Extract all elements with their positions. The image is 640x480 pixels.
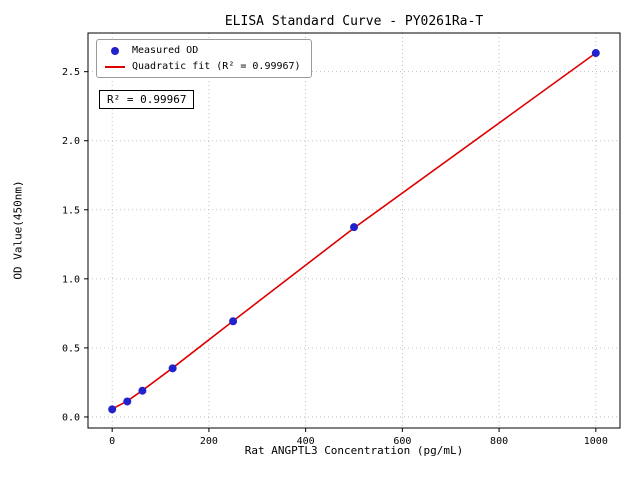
x-axis-label: Rat ANGPTL3 Concentration (pg/mL) <box>244 444 464 457</box>
y-axis-label: OD Value(450nm) <box>11 180 25 280</box>
legend-item-quadratic-fit: Quadratic fit (R² = 0.99967) <box>105 61 301 72</box>
chart-title: ELISA Standard Curve - PY0261Ra-T <box>224 14 484 29</box>
svg-text:1.0: 1.0 <box>62 274 80 285</box>
data-point <box>229 317 238 326</box>
legend-line-marker-icon <box>105 65 125 68</box>
plot-frame <box>87 32 621 429</box>
data-points <box>108 49 600 414</box>
data-point <box>123 397 132 406</box>
svg-text:0.5: 0.5 <box>62 343 80 354</box>
svg-text:1.5: 1.5 <box>62 205 80 216</box>
svg-text:600: 600 <box>393 436 411 447</box>
legend-label-quadratic-fit: Quadratic fit (R² = 0.99967) <box>132 61 301 72</box>
svg-text:1000: 1000 <box>584 436 608 447</box>
data-point <box>168 364 177 373</box>
svg-text:0: 0 <box>109 436 115 447</box>
data-point <box>138 386 147 395</box>
legend-label-measured-od: Measured OD <box>132 45 199 56</box>
y-tick-labels: 0.0 0.5 1.0 1.5 2.0 2.5 <box>62 67 80 423</box>
svg-text:0.0: 0.0 <box>62 412 80 423</box>
svg-text:2.0: 2.0 <box>62 136 80 147</box>
svg-text:800: 800 <box>490 436 508 447</box>
x-tick-labels: 0 200 400 600 800 1000 <box>109 436 608 447</box>
legend-dot-marker-icon <box>111 46 119 55</box>
axis-ticks <box>84 71 597 432</box>
svg-text:2.5: 2.5 <box>62 67 80 78</box>
data-point <box>108 405 117 414</box>
legend: Measured OD Quadratic fit (R² = 0.99967) <box>96 39 312 78</box>
svg-text:400: 400 <box>297 436 315 447</box>
r-squared-annotation: R² = 0.99967 <box>99 90 195 109</box>
data-point <box>350 223 358 232</box>
data-point <box>591 49 600 58</box>
svg-text:200: 200 <box>200 436 218 447</box>
legend-item-measured-od: Measured OD <box>105 45 301 56</box>
